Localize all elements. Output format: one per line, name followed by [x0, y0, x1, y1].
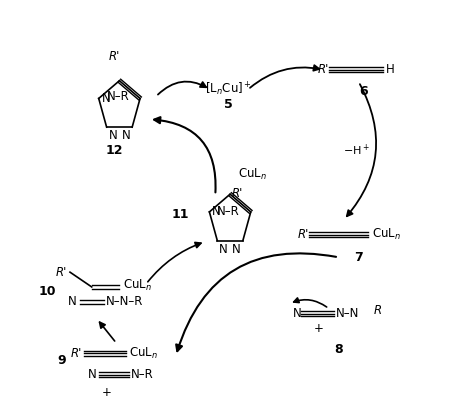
Text: CuL$_n$: CuL$_n$	[123, 278, 152, 293]
Text: N–R: N–R	[131, 368, 154, 381]
Text: N–N: N–N	[336, 307, 359, 320]
Text: R': R'	[318, 64, 329, 76]
Text: 8: 8	[335, 343, 343, 356]
Text: R': R'	[109, 50, 120, 63]
Text: +: +	[101, 386, 111, 399]
Text: N: N	[292, 307, 301, 320]
Text: 11: 11	[172, 209, 190, 222]
Text: 10: 10	[38, 285, 56, 298]
Text: N: N	[232, 242, 241, 255]
Text: N–R: N–R	[217, 205, 240, 219]
Text: 5: 5	[224, 98, 232, 111]
Text: N: N	[102, 92, 110, 105]
Text: N: N	[212, 205, 221, 219]
Text: H: H	[386, 64, 395, 76]
Text: N–R: N–R	[107, 90, 129, 103]
Text: N: N	[109, 129, 118, 142]
Text: CuL$_n$: CuL$_n$	[373, 227, 401, 242]
Text: 7: 7	[354, 252, 363, 265]
Text: N–N–R: N–N–R	[106, 295, 143, 308]
Text: CuL$_n$: CuL$_n$	[129, 346, 158, 361]
Text: CuL$_n$: CuL$_n$	[238, 167, 267, 182]
Text: N: N	[121, 129, 130, 142]
Text: [L$_n$Cu]$^+$: [L$_n$Cu]$^+$	[205, 81, 252, 98]
Text: R: R	[374, 304, 382, 317]
Text: R': R'	[231, 187, 243, 200]
Text: N: N	[88, 368, 97, 381]
Text: 12: 12	[106, 144, 123, 157]
Text: −H$^+$: −H$^+$	[343, 143, 370, 158]
Text: +: +	[314, 322, 324, 335]
Text: N: N	[68, 295, 77, 308]
Text: N: N	[219, 242, 228, 255]
Text: 9: 9	[58, 354, 66, 367]
Text: R': R'	[71, 347, 82, 359]
Text: 6: 6	[359, 85, 368, 98]
Text: R': R'	[55, 266, 67, 279]
Text: R': R'	[298, 228, 309, 241]
